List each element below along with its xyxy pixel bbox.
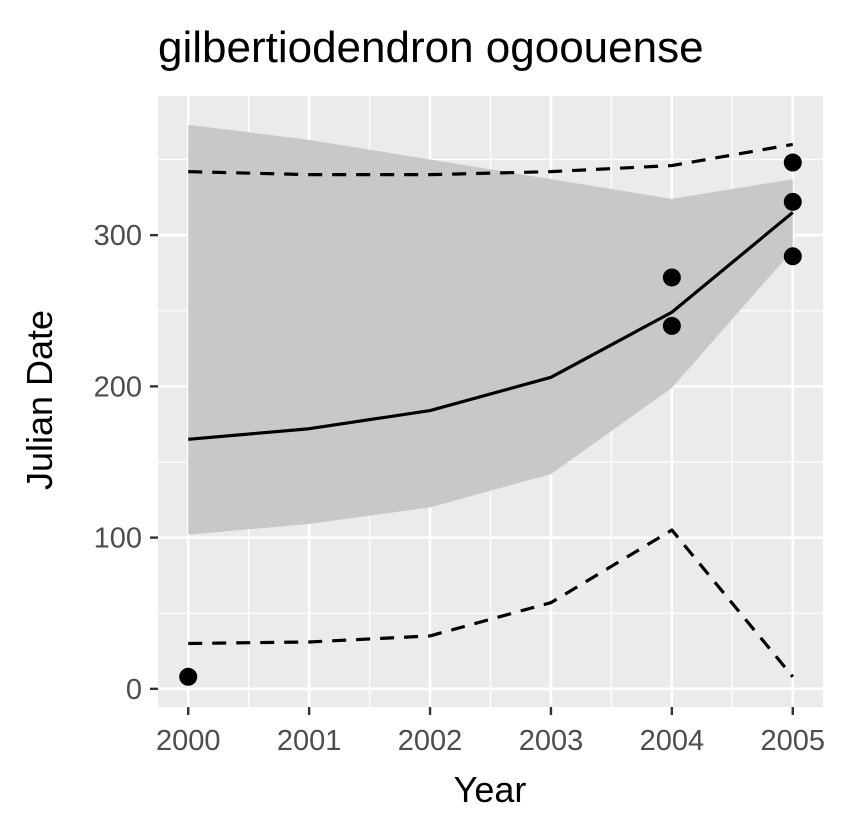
data-point [783, 192, 802, 211]
x-tick-label: 2003 [519, 725, 584, 757]
confidence-ribbon [188, 124, 793, 535]
x-tick-label: 2000 [156, 725, 221, 757]
y-tick-label: 0 [126, 674, 142, 706]
y-tick-label: 100 [94, 523, 142, 555]
y-tick-label: 200 [94, 371, 142, 403]
x-axis-title: Year [454, 769, 527, 810]
x-tick-label: 2002 [398, 725, 463, 757]
x-tick-label: 2004 [640, 725, 705, 757]
confidence-ribbon-layer [188, 124, 793, 535]
data-point [662, 316, 681, 335]
dashed-bound-line [188, 528, 795, 678]
data-point [662, 268, 681, 287]
x-tick-label: 2001 [277, 725, 342, 757]
data-point [179, 667, 198, 686]
chart-title: gilbertiodendron ogoouense [158, 23, 704, 72]
observation-points-layer [179, 153, 802, 686]
y-axis: 0 100 200 300 [94, 220, 158, 706]
fitted-line [188, 211, 794, 441]
dashed-bound-line [188, 142, 794, 177]
series-lines-layer [188, 142, 795, 678]
x-tick-label: 2005 [761, 725, 826, 757]
y-axis-title: Julian Date [19, 310, 60, 490]
x-axis: 2000 2001 2002 2003 2004 2005 [156, 707, 825, 757]
data-point [783, 153, 802, 172]
data-point [783, 247, 802, 266]
y-tick-label: 300 [94, 220, 142, 252]
